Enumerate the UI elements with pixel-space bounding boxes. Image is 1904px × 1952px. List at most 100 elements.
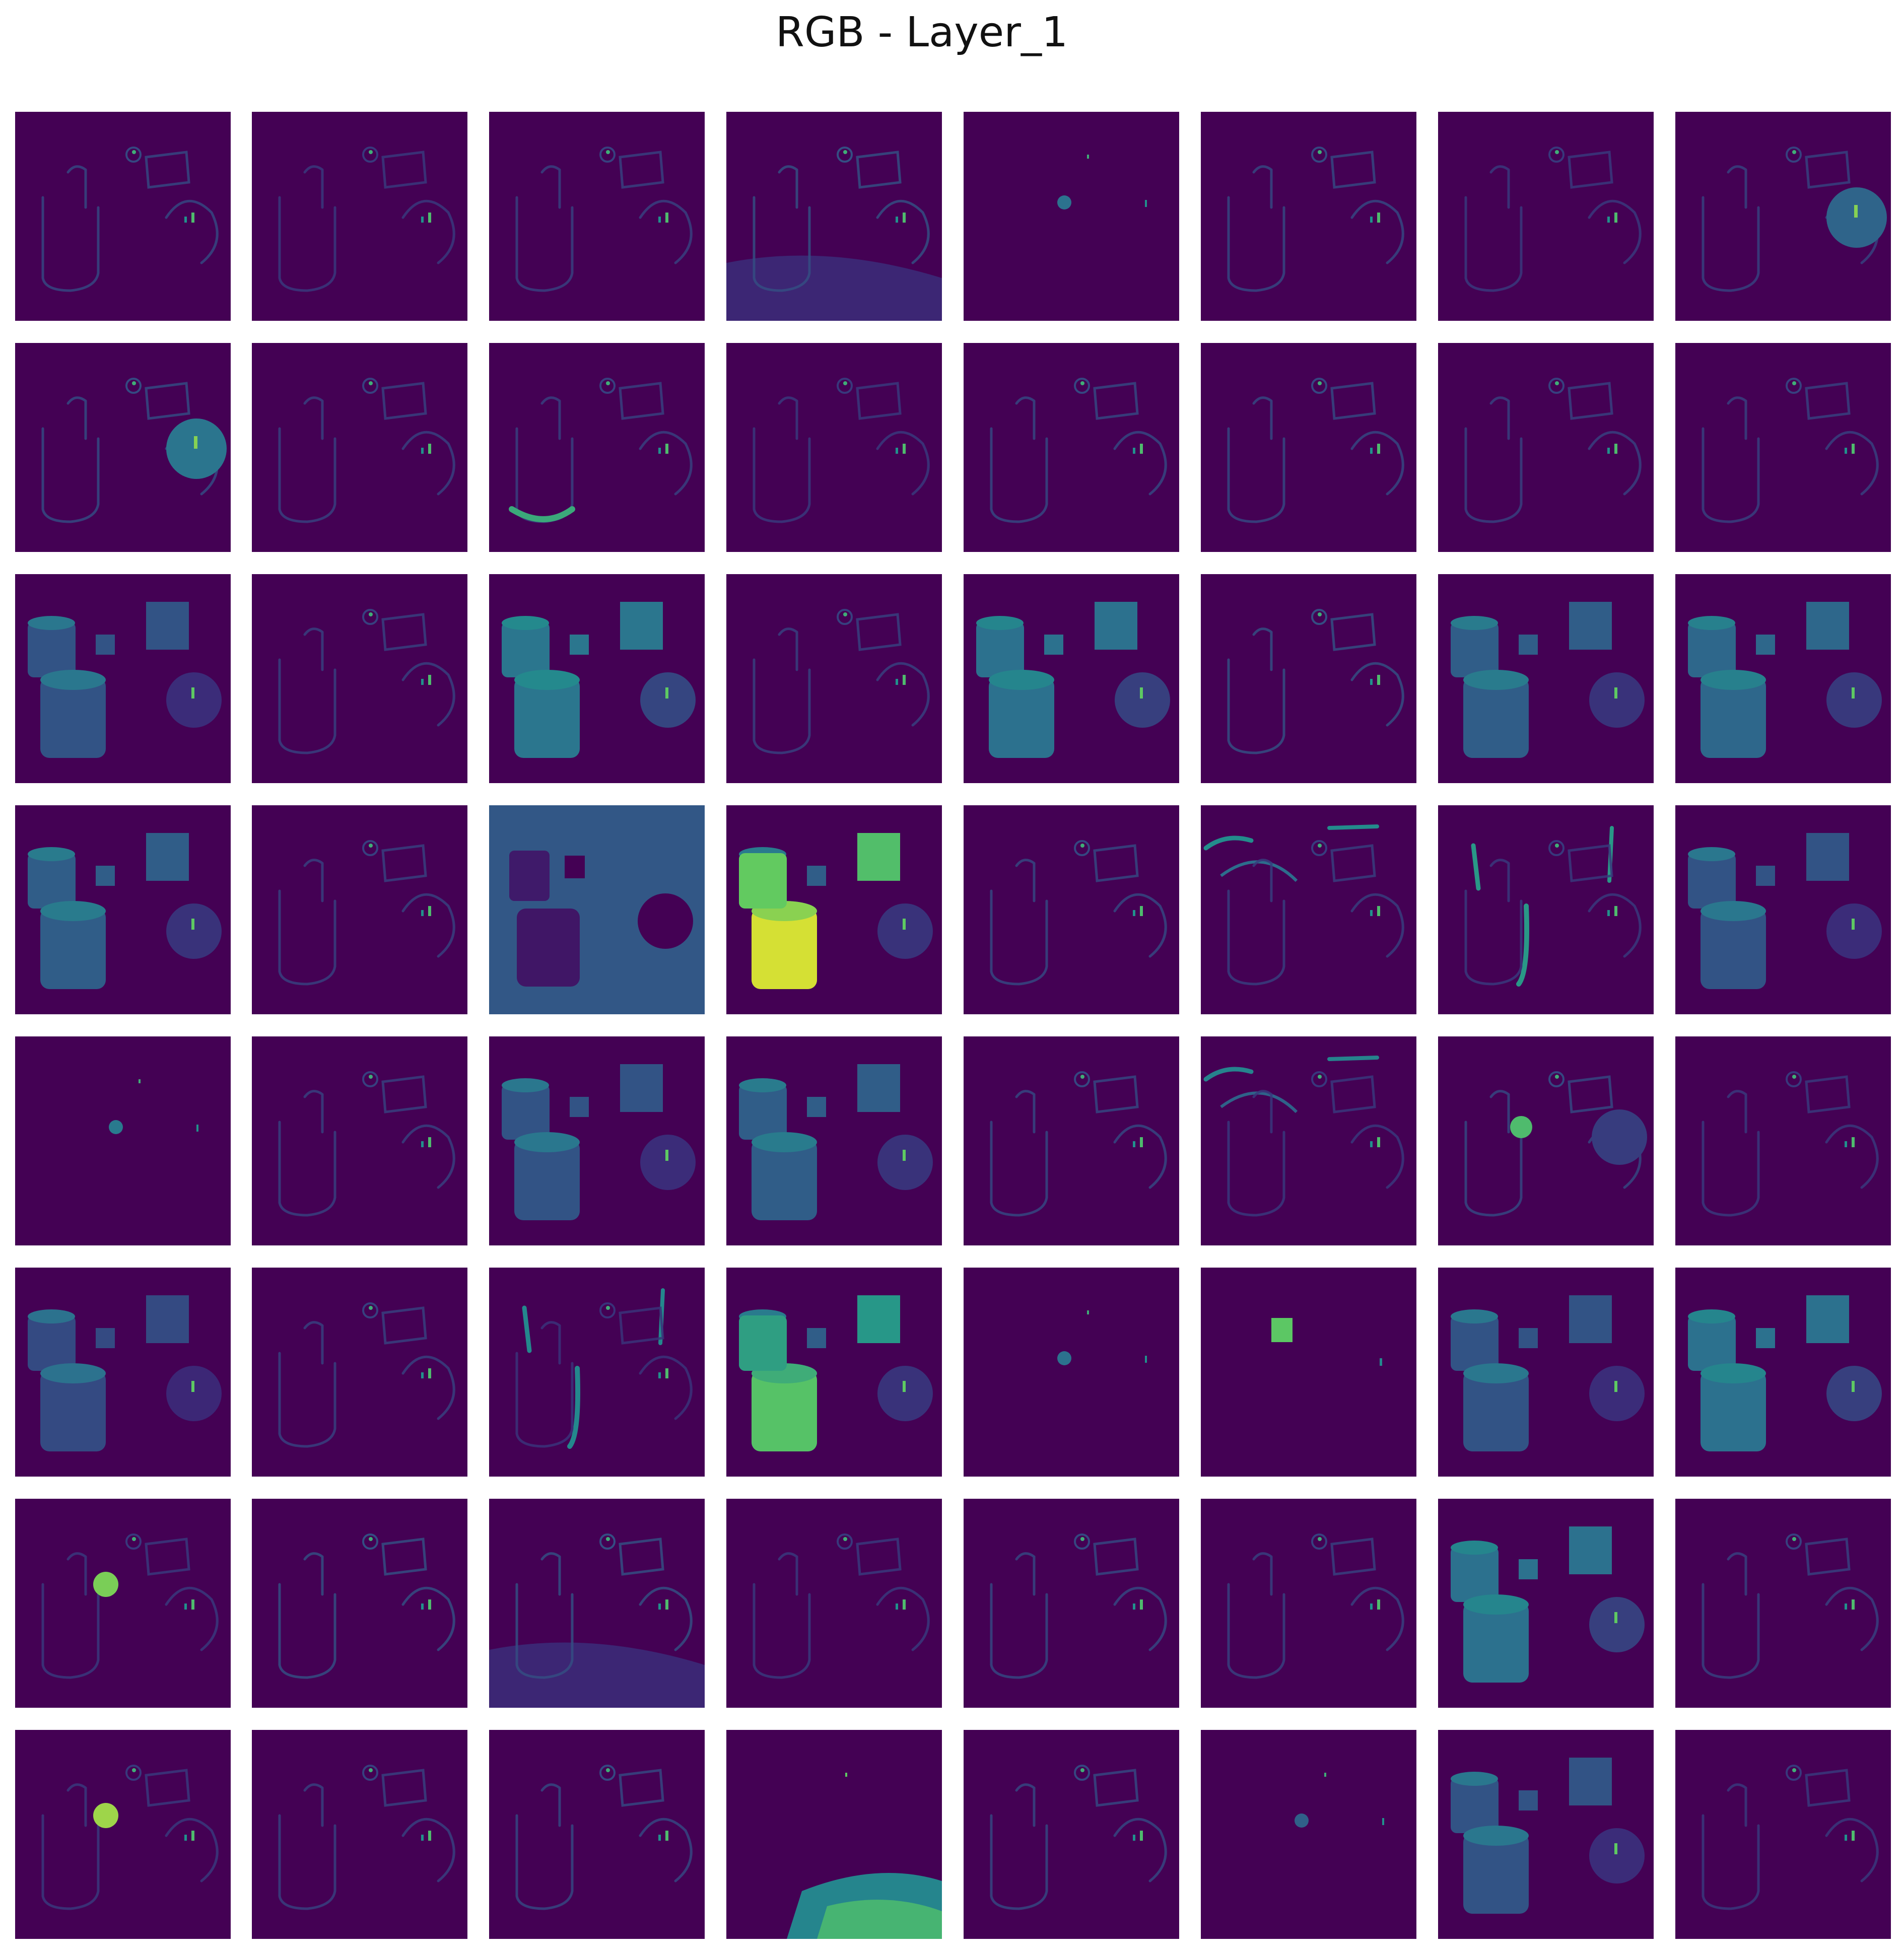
feature-map-image [252, 1730, 467, 1939]
feature-map-image [15, 1036, 231, 1245]
feature-map-image [489, 112, 705, 321]
feature-map-image [726, 1499, 942, 1708]
feature-map-tile [726, 112, 942, 321]
feature-map-image [1201, 574, 1416, 783]
feature-map-image [489, 1268, 705, 1477]
feature-map-image [489, 574, 705, 783]
feature-map-image [964, 1730, 1179, 1939]
feature-map-tile [964, 1499, 1179, 1708]
feature-map-tile [964, 112, 1179, 321]
feature-map-image [1201, 343, 1416, 552]
feature-map-tile [1438, 574, 1654, 783]
feature-map-tile [489, 343, 705, 552]
feature-map-tile [489, 1268, 705, 1477]
feature-map-image [1675, 1730, 1891, 1939]
feature-map-image [726, 112, 942, 321]
feature-map-tile [1438, 112, 1654, 321]
feature-map-image [1675, 343, 1891, 552]
feature-map-image [1438, 1036, 1654, 1245]
feature-map-tile [1438, 1268, 1654, 1477]
feature-map-image [489, 805, 705, 1014]
feature-map-image [1438, 805, 1654, 1014]
feature-map-tile [489, 574, 705, 783]
feature-map-tile [1201, 574, 1416, 783]
feature-map-tile [252, 1268, 467, 1477]
feature-map-image [1201, 112, 1416, 321]
feature-map-tile [1675, 343, 1891, 552]
feature-map-image [489, 343, 705, 552]
feature-map-tile [1201, 805, 1416, 1014]
feature-map-tile [1438, 805, 1654, 1014]
feature-map-tile [15, 1499, 231, 1708]
feature-map-image [1201, 805, 1416, 1014]
feature-map-tile [964, 805, 1179, 1014]
feature-map-image [1438, 574, 1654, 783]
feature-map-tile [252, 805, 467, 1014]
feature-map-tile [1675, 112, 1891, 321]
feature-map-tile [726, 805, 942, 1014]
feature-map-tile [15, 112, 231, 321]
feature-map-tile [726, 1036, 942, 1245]
feature-map-image [15, 574, 231, 783]
feature-map-tile [1201, 1499, 1416, 1708]
feature-map-tile [252, 343, 467, 552]
feature-map-tile [15, 343, 231, 552]
feature-map-image [1675, 1499, 1891, 1708]
feature-map-image [252, 343, 467, 552]
feature-map-tile [252, 1036, 467, 1245]
feature-map-tile [252, 1499, 467, 1708]
feature-map-image [252, 1499, 467, 1708]
feature-map-tile [1438, 1730, 1654, 1939]
feature-map-tile [964, 1036, 1179, 1245]
feature-map-tile [15, 1036, 231, 1245]
feature-map-tile [964, 574, 1179, 783]
feature-map-tile [15, 1268, 231, 1477]
feature-map-tile [1201, 112, 1416, 321]
feature-map-image [1201, 1268, 1416, 1477]
figure-title: RGB - Layer_1 [775, 9, 1068, 56]
feature-map-image [726, 574, 942, 783]
feature-map-image [15, 343, 231, 552]
feature-map-tile [489, 112, 705, 321]
feature-map-image [15, 112, 231, 321]
feature-map-image [726, 1036, 942, 1245]
feature-map-tile [15, 805, 231, 1014]
feature-map-image [252, 805, 467, 1014]
feature-map-tile [1438, 1499, 1654, 1708]
feature-map-tile [1675, 805, 1891, 1014]
feature-map-tile [964, 1268, 1179, 1477]
feature-map-image [1438, 112, 1654, 321]
feature-map-tile [726, 1268, 942, 1477]
feature-map-image [1675, 805, 1891, 1014]
feature-map-tile [1438, 1036, 1654, 1245]
feature-map-image [489, 1730, 705, 1939]
feature-map-image [489, 1036, 705, 1245]
feature-map-image [1438, 1268, 1654, 1477]
feature-map-tile [1675, 574, 1891, 783]
feature-map-tile [726, 1499, 942, 1708]
feature-map-tile [1438, 343, 1654, 552]
feature-map-image [15, 1268, 231, 1477]
feature-map-image [1438, 343, 1654, 552]
feature-map-image [1201, 1036, 1416, 1245]
feature-map-tile [726, 343, 942, 552]
feature-map-image [964, 1036, 1179, 1245]
feature-map-tile [726, 1730, 942, 1939]
feature-map-tile [252, 1730, 467, 1939]
feature-map-image [726, 1268, 942, 1477]
feature-map-image [1675, 112, 1891, 321]
feature-map-tile [489, 1499, 705, 1708]
feature-map-tile [1675, 1036, 1891, 1245]
feature-map-image [1201, 1499, 1416, 1708]
feature-map-image [15, 805, 231, 1014]
feature-map-tile [15, 1730, 231, 1939]
feature-map-image [726, 343, 942, 552]
feature-map-tile [1675, 1499, 1891, 1708]
feature-map-tile [252, 112, 467, 321]
feature-map-image [15, 1499, 231, 1708]
feature-map-tile [489, 1730, 705, 1939]
feature-map-tile [252, 574, 467, 783]
feature-map-image [252, 112, 467, 321]
feature-map-image [252, 574, 467, 783]
